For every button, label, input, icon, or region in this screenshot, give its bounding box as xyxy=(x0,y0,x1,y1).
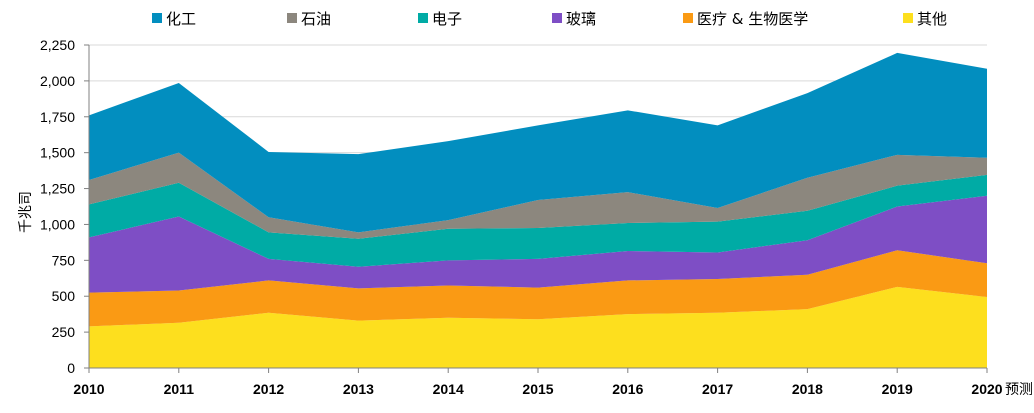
plot-areas xyxy=(89,52,987,368)
legend-label: 石油 xyxy=(301,10,331,28)
legend-label: 化工 xyxy=(166,10,196,28)
y-tick-label: 0 xyxy=(67,360,75,376)
legend-label: 医疗 & 生物医学 xyxy=(697,10,808,28)
legend-label: 电子 xyxy=(432,10,462,28)
area-series-2 xyxy=(89,195,987,293)
y-tick-label: 2,000 xyxy=(40,73,75,89)
x-tick-label: 2010 xyxy=(73,381,104,397)
legend: 化工 石油 电子 玻璃 医疗 & 生物医学 其他 xyxy=(152,10,947,28)
x-tick-label: 2014 xyxy=(433,381,464,397)
axes xyxy=(84,44,988,373)
legend-swatch xyxy=(683,13,693,23)
y-tick-label: 500 xyxy=(52,288,76,304)
y-tick-label: 1,500 xyxy=(40,145,75,161)
y-tick-label: 1,750 xyxy=(40,109,75,125)
x-tick-label: 2013 xyxy=(343,381,374,397)
y-tick-label: 250 xyxy=(52,324,76,340)
legend-label: 玻璃 xyxy=(566,10,596,28)
y-tick-label: 750 xyxy=(52,252,76,268)
area-series-5 xyxy=(89,52,987,233)
y-tick-label: 2,250 xyxy=(40,37,75,53)
x-tick-label: 2012 xyxy=(253,381,284,397)
x-tick-label: 2019 xyxy=(882,381,913,397)
y-axis-label: 千兆司 xyxy=(18,191,34,233)
area-series-0 xyxy=(89,286,987,368)
legend-swatch xyxy=(287,13,297,23)
legend-swatch xyxy=(903,13,913,23)
area-series-3 xyxy=(89,174,987,267)
legend-swatch xyxy=(418,13,428,23)
x-tick-label: 2011 xyxy=(164,381,195,397)
legend-label: 其他 xyxy=(917,10,947,28)
x-tick-label: 2018 xyxy=(792,381,823,397)
legend-swatch xyxy=(152,13,162,23)
y-tick-labels: 0 250 500 750 1,000 1,250 1,500 1,750 2,000 2,250 xyxy=(40,37,75,376)
x-tick-labels: 2010 2011 2012 2013 2014 2015 2016 2017 2018 2019… xyxy=(73,381,1033,397)
y-tick-label: 1,250 xyxy=(40,181,75,197)
area-series-4 xyxy=(89,152,987,239)
x-tick-label: 2017 xyxy=(702,381,733,397)
x-tick-label: 2015 xyxy=(522,381,553,397)
y-tick-label: 1,000 xyxy=(40,216,75,232)
x-tick-label: 2020 xyxy=(971,381,1002,397)
area-series-1 xyxy=(89,250,987,327)
x-tick-label-suffix: 预测 xyxy=(1005,381,1033,397)
legend-swatch xyxy=(552,13,562,23)
x-tick-label: 2016 xyxy=(612,381,643,397)
